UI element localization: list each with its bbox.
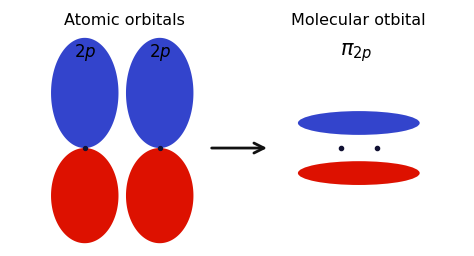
Text: Molecular otbital: Molecular otbital xyxy=(292,13,426,28)
Text: Atomic orbitals: Atomic orbitals xyxy=(64,13,185,28)
Ellipse shape xyxy=(298,161,419,185)
Polygon shape xyxy=(126,38,193,148)
Text: $2p$: $2p$ xyxy=(73,42,96,63)
Polygon shape xyxy=(51,148,118,243)
Text: $\pi_{2p}$: $\pi_{2p}$ xyxy=(340,41,373,64)
Polygon shape xyxy=(51,38,118,148)
Text: $2p$: $2p$ xyxy=(148,42,171,63)
Polygon shape xyxy=(126,148,193,243)
Ellipse shape xyxy=(298,111,419,135)
